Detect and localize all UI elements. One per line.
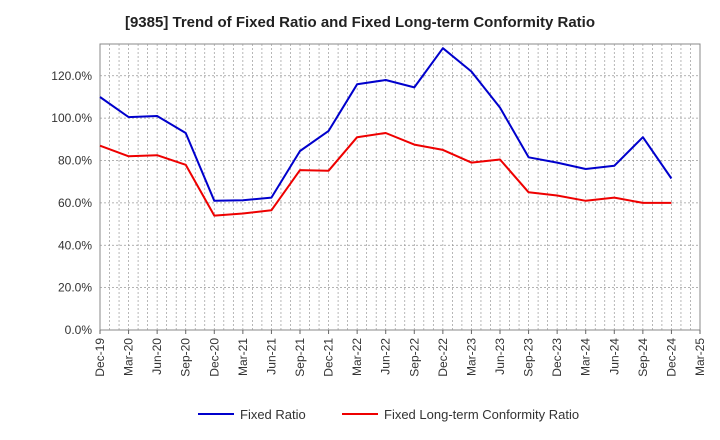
x-tick-label: Dec-19 [93,338,107,377]
x-tick-label: Sep-24 [636,338,650,377]
x-tick-label: Jun-23 [493,338,507,375]
x-tick-label: Mar-21 [236,338,250,376]
x-tick-label: Mar-25 [693,338,707,376]
y-tick-label: 100.0% [51,111,92,125]
chart-title: [9385] Trend of Fixed Ratio and Fixed Lo… [124,14,596,31]
x-tick-label: Dec-23 [550,338,564,377]
y-tick-label: 0.0% [65,323,93,337]
series-line-fixed-ratio [99,47,673,202]
x-tick-label: Jun-24 [607,338,621,375]
series-line-fixed-long-term-conformity-ratio [99,132,672,217]
x-tick-label: Dec-22 [436,338,450,377]
x-tick-label: Sep-23 [522,338,536,377]
plot-area-border [99,43,701,331]
x-tick-label: Mar-24 [579,338,593,376]
y-tick-label: 20.0% [58,281,92,295]
x-tick-label: Mar-23 [464,338,478,376]
x-tick-label: Mar-20 [122,338,136,376]
y-tick-label: 80.0% [58,154,92,168]
y-tick-label: 60.0% [58,196,92,210]
x-tick-label: Sep-20 [179,338,193,377]
y-tick-label: 120.0% [51,69,92,83]
x-tick-label: Sep-22 [407,338,421,377]
x-tick-label: Dec-21 [322,338,336,377]
legend-label: Fixed Ratio [240,407,306,422]
x-tick-label: Jun-20 [150,338,164,375]
x-tick-label: Jun-21 [264,338,278,375]
legend-label: Fixed Long-term Conformity Ratio [384,407,579,422]
x-tick-label: Dec-24 [664,338,678,377]
x-tick-label: Dec-20 [207,338,221,377]
x-tick-label: Mar-22 [350,338,364,376]
x-tick-label: Jun-22 [379,338,393,375]
y-tick-label: 40.0% [58,238,92,252]
x-tick-label: Sep-21 [293,338,307,377]
